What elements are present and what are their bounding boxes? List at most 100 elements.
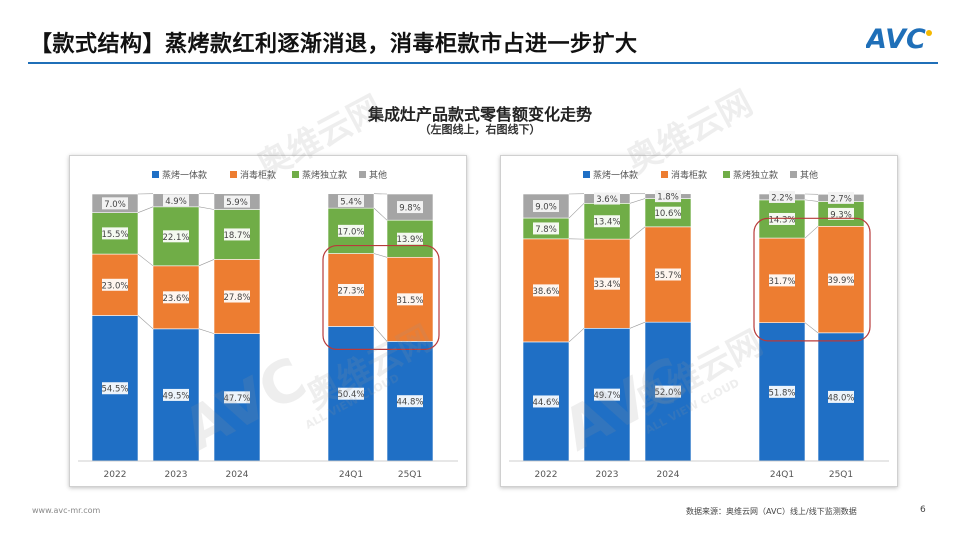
legend-label: 蒸烤独立款	[302, 169, 347, 181]
avc-logo: AVC	[866, 24, 932, 54]
svg-text:2.7%: 2.7%	[830, 194, 852, 204]
connector-line	[137, 206, 154, 213]
logo-text: AVC	[866, 24, 926, 54]
svg-text:39.9%: 39.9%	[827, 276, 854, 286]
data-label: 5.9%	[224, 195, 250, 208]
data-label: 35.7%	[654, 268, 682, 281]
x-tick-label: 2024	[226, 470, 249, 480]
data-label: 5.4%	[338, 194, 364, 207]
svg-text:5.9%: 5.9%	[226, 198, 248, 208]
x-tick-label: 2022	[104, 470, 127, 480]
svg-text:15.5%: 15.5%	[101, 230, 128, 240]
data-label: 33.4%	[593, 277, 621, 290]
data-label: 50.4%	[337, 387, 365, 400]
svg-text:1.8%: 1.8%	[657, 193, 679, 203]
x-tick-label: 2023	[596, 470, 619, 480]
svg-text:5.4%: 5.4%	[340, 197, 362, 207]
data-label: 49.5%	[162, 388, 190, 401]
legend-label: 蒸烤独立款	[733, 169, 778, 181]
svg-text:44.8%: 44.8%	[396, 398, 423, 408]
data-label: 13.9%	[396, 232, 424, 245]
svg-text:48.0%: 48.0%	[827, 393, 854, 403]
connector-line	[804, 226, 819, 239]
data-label: 2.7%	[828, 191, 854, 204]
svg-text:27.3%: 27.3%	[337, 286, 364, 296]
data-label: 39.9%	[827, 273, 855, 286]
svg-text:7.8%: 7.8%	[535, 225, 557, 235]
legend-label: 消毒柜款	[671, 169, 707, 181]
chart-panel-online: 蒸烤一体款 消毒柜款 蒸烤独立款 其他 54.5% 23.0% 15.5% 7.0% 49.5%…	[69, 155, 467, 487]
page-number: 6	[920, 505, 926, 515]
connector-line	[198, 206, 215, 210]
figure-subtitle: （左图线上，右图线下）	[419, 123, 541, 136]
svg-text:9.8%: 9.8%	[399, 204, 421, 214]
svg-text:18.7%: 18.7%	[223, 231, 250, 241]
svg-text:23.0%: 23.0%	[101, 281, 128, 291]
svg-text:35.7%: 35.7%	[654, 271, 681, 281]
connector-line	[198, 328, 215, 334]
legend-swatch	[661, 171, 668, 178]
legend-label: 蒸烤一体款	[162, 169, 207, 181]
connector-line	[137, 253, 154, 267]
svg-text:33.4%: 33.4%	[593, 280, 620, 290]
data-label: 3.6%	[594, 192, 620, 205]
data-label: 4.9%	[163, 194, 189, 207]
svg-text:23.6%: 23.6%	[162, 294, 189, 304]
svg-text:49.5%: 49.5%	[162, 391, 189, 401]
legend-swatch	[152, 171, 159, 178]
data-label: 10.6%	[654, 206, 682, 219]
legend-swatch	[292, 171, 299, 178]
header-divider	[28, 62, 938, 64]
svg-text:44.6%: 44.6%	[532, 398, 559, 408]
data-label: 1.8%	[655, 190, 681, 203]
svg-text:10.6%: 10.6%	[654, 209, 681, 219]
data-label: 52.0%	[654, 385, 682, 398]
data-label: 2.2%	[769, 190, 795, 203]
highlight-outline	[322, 244, 440, 350]
connector-line	[629, 226, 646, 240]
legend-swatch	[790, 171, 797, 178]
highlight-outline	[753, 217, 871, 342]
svg-text:17.0%: 17.0%	[337, 227, 364, 237]
data-label: 23.6%	[162, 291, 190, 304]
svg-text:9.0%: 9.0%	[535, 203, 557, 213]
connector-line	[198, 259, 215, 267]
legend-swatch	[230, 171, 237, 178]
legend-label: 消毒柜款	[240, 169, 276, 181]
page-title: 【款式结构】蒸烤款红利逐渐消退，消毒柜款市占进一步扩大	[30, 32, 638, 57]
svg-text:31.5%: 31.5%	[396, 296, 423, 306]
data-label: 17.0%	[337, 224, 365, 237]
data-label: 27.3%	[337, 283, 365, 296]
connector-line	[804, 199, 819, 202]
data-label: 44.6%	[532, 395, 560, 408]
data-label: 38.6%	[532, 284, 560, 297]
svg-text:14.3%: 14.3%	[768, 215, 795, 225]
x-tick-label: 24Q1	[339, 470, 363, 480]
legend-label: 蒸烤一体款	[593, 169, 638, 181]
data-label: 9.8%	[397, 201, 423, 214]
svg-text:50.4%: 50.4%	[337, 390, 364, 400]
footer-url[interactable]: www.avc-mr.com	[32, 506, 101, 515]
connector-line	[629, 321, 646, 329]
svg-text:22.1%: 22.1%	[162, 233, 189, 243]
data-label: 54.5%	[101, 382, 129, 395]
connector-line	[373, 326, 388, 342]
chart-panel-offline: 蒸烤一体款 消毒柜款 蒸烤独立款 其他 44.6% 38.6% 7.8% 9.0% 49.7% 3…	[500, 155, 898, 487]
data-label: 31.5%	[396, 293, 424, 306]
legend-swatch	[583, 171, 590, 178]
svg-text:4.9%: 4.9%	[165, 197, 187, 207]
figure-title: 集成灶产品款式零售额变化走势	[367, 105, 592, 124]
stacked-bar-chart-online: 蒸烤一体款 消毒柜款 蒸烤独立款 其他 54.5% 23.0% 15.5% 7.0% 49.5%…	[78, 169, 458, 480]
data-label: 14.3%	[768, 212, 796, 225]
data-label: 27.8%	[223, 290, 251, 303]
svg-text:52.0%: 52.0%	[654, 388, 681, 398]
data-label: 49.7%	[593, 388, 621, 401]
x-tick-label: 25Q1	[398, 470, 422, 480]
data-label: 18.7%	[223, 228, 251, 241]
data-label: 51.8%	[768, 385, 796, 398]
legend-swatch	[723, 171, 730, 178]
svg-text:27.8%: 27.8%	[223, 293, 250, 303]
legend-swatch	[359, 171, 366, 178]
svg-text:54.5%: 54.5%	[101, 385, 128, 395]
svg-text:13.9%: 13.9%	[396, 235, 423, 245]
